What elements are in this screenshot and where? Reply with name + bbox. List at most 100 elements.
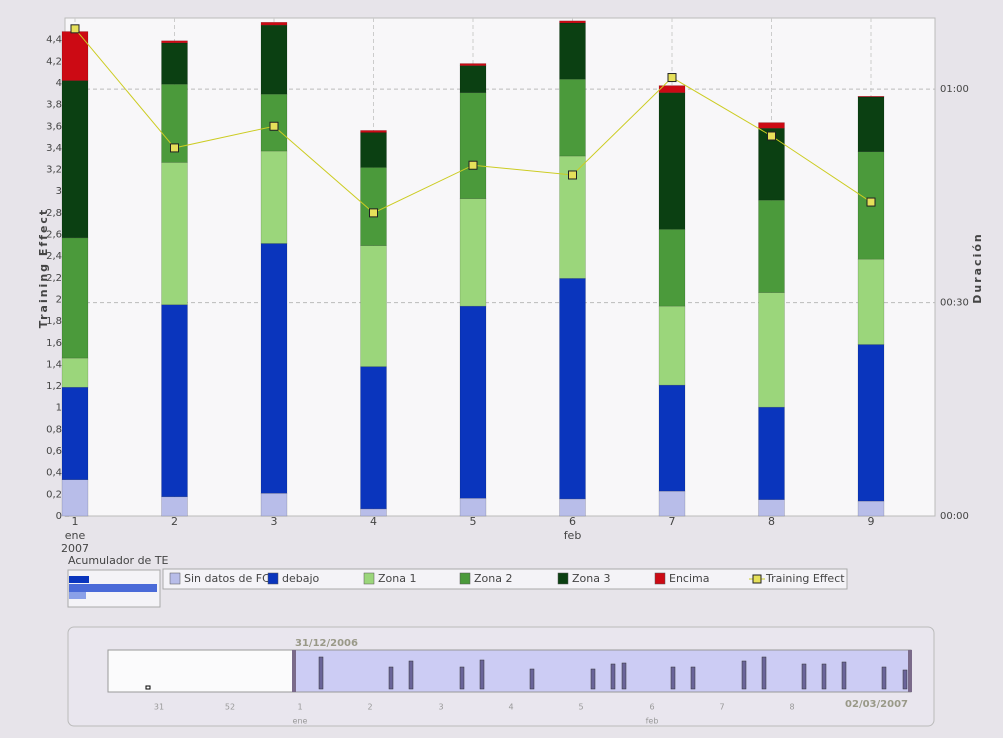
bar-segment: [459, 63, 487, 66]
bar-segment: [758, 122, 785, 129]
bar-segment: [161, 42, 188, 85]
bar-segment: [161, 496, 188, 517]
y-tick-label: 0,8: [46, 424, 62, 435]
y-axis-title: Training Effect: [37, 208, 50, 328]
bar-segment: [61, 357, 89, 388]
legend-label: Zona 2: [474, 572, 512, 585]
navigator-start: 31/12/2006: [295, 638, 358, 649]
bar-segment: [857, 96, 885, 98]
bar-segment: [559, 278, 586, 500]
navigator-activity: [801, 663, 807, 690]
navigator-empty: [107, 649, 295, 693]
bar-segment: [758, 499, 785, 517]
line-marker: [568, 170, 577, 180]
bar-segment: [559, 22, 586, 80]
bar-segment: [857, 500, 885, 517]
navigator-tick: 31: [154, 703, 164, 712]
legend-label: debajo: [282, 572, 320, 585]
navigator-activity: [318, 656, 324, 690]
x-tick-label: 3: [271, 515, 278, 528]
bar-segment: [61, 80, 89, 239]
navigator-tick: 52: [225, 703, 235, 712]
navigator-tick: 4: [508, 703, 513, 712]
x-tick-label: 4: [370, 515, 377, 528]
navigator-activity: [621, 662, 627, 690]
y-tick-label: 2,2: [46, 273, 62, 284]
navigator-month: feb: [646, 717, 659, 726]
bar-segment: [758, 199, 785, 293]
bar-segment: [61, 386, 89, 480]
y-tick-label: 0,2: [46, 489, 62, 500]
navigator-point: [145, 685, 151, 690]
accumulator-bar: [69, 584, 157, 592]
navigator-activity: [529, 668, 535, 690]
navigator-tick: 2: [367, 703, 372, 712]
bar-segment: [260, 22, 288, 26]
accumulator-bar: [69, 592, 86, 599]
line-marker: [70, 24, 80, 34]
y-tick-label: 1: [56, 403, 62, 414]
bar-segment: [260, 243, 288, 494]
y-tick-label: 4,4: [46, 35, 62, 46]
x-tick-label: 9: [868, 515, 875, 528]
navigator-handle[interactable]: [292, 650, 296, 692]
legend-swatch: [169, 572, 181, 585]
y-tick-label: 0: [56, 511, 62, 522]
bar-segment: [559, 498, 586, 517]
accumulator-bar: [69, 576, 89, 583]
bar-segment: [61, 479, 89, 517]
navigator-end: 02/03/2007: [845, 699, 908, 710]
bar-segment: [459, 497, 487, 517]
bar-segment: [559, 20, 586, 24]
x-tick-label: 8: [768, 515, 775, 528]
bar-segment: [658, 305, 686, 386]
bar-segment: [360, 130, 387, 133]
x-year-label: 2007: [61, 542, 89, 555]
navigator-activity: [902, 669, 908, 690]
bar-segment: [658, 229, 686, 307]
y-tick-label: 1,4: [46, 359, 62, 370]
y-tick-label: 4: [56, 78, 62, 89]
bar-segment: [161, 40, 188, 44]
bar-segment: [360, 508, 387, 517]
y-tick-label: 0,4: [46, 468, 62, 479]
x-tick-label: 2: [171, 515, 178, 528]
legend-swatch: [654, 572, 666, 585]
line-marker: [667, 73, 677, 83]
navigator-tick: 6: [649, 703, 654, 712]
y-tick-label: 4,2: [46, 56, 62, 67]
bar-segment: [658, 490, 686, 517]
legend-swatch: [557, 572, 569, 585]
navigator-window: [293, 649, 912, 693]
legend-swatch: [363, 572, 375, 585]
x-month-label: ene: [65, 529, 86, 542]
bar-segment: [857, 96, 885, 152]
navigator-activity: [388, 666, 394, 690]
bar-segment: [360, 132, 387, 168]
accumulator-title: Acumulador de TE: [68, 554, 169, 567]
y-tick-label: 1,8: [46, 316, 62, 327]
x-month-label: feb: [564, 529, 582, 542]
navigator-activity: [459, 666, 465, 690]
navigator-month: ene: [293, 717, 308, 726]
y-tick-label: 2,6: [46, 230, 62, 241]
navigator-handle[interactable]: [908, 650, 912, 692]
bar-segment: [658, 85, 686, 93]
bar-segment: [360, 167, 387, 246]
y2-tick-label: 01:00: [940, 84, 969, 95]
navigator-activity: [841, 661, 847, 690]
y-tick-label: 0,6: [46, 446, 62, 457]
bar-segment: [857, 258, 885, 345]
y2-tick-label: 00:30: [940, 298, 969, 309]
y-tick-label: 3,6: [46, 121, 62, 132]
bar-segment: [161, 304, 188, 498]
navigator-tick: 1: [297, 703, 302, 712]
bar-segment: [658, 384, 686, 492]
bar-segment: [260, 150, 288, 244]
x-tick-label: 6: [569, 515, 576, 528]
plot-area: [64, 17, 936, 517]
navigator-activity: [881, 666, 887, 690]
y-tick-label: 2: [56, 294, 62, 305]
line-marker: [269, 121, 279, 131]
navigator-activity: [821, 663, 827, 690]
